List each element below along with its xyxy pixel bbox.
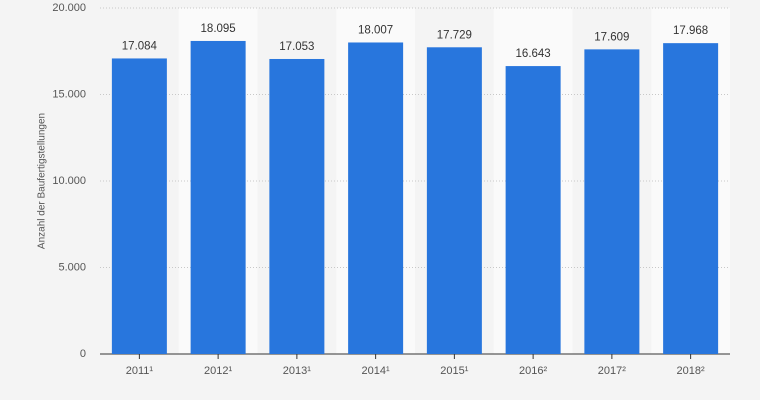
value-label: 17.053 — [279, 41, 314, 53]
bar — [111, 58, 167, 354]
y-tick-label: 5.000 — [58, 261, 86, 273]
value-label: 16.643 — [516, 48, 551, 60]
y-tick-label: 0 — [80, 348, 86, 360]
value-label: 17.609 — [594, 31, 629, 43]
x-tick-label: 2016² — [519, 365, 547, 377]
x-tick-label: 2013¹ — [283, 365, 311, 377]
value-label: 18.095 — [201, 23, 236, 35]
y-tick-label: 15.000 — [52, 88, 86, 100]
bar — [663, 43, 719, 355]
bar — [426, 47, 482, 354]
x-tick-label: 2017² — [598, 365, 626, 377]
value-label: 18.007 — [358, 25, 393, 37]
x-tick-label: 2014¹ — [362, 365, 390, 377]
x-tick-label: 2011¹ — [126, 365, 154, 377]
value-label: 17.729 — [437, 29, 472, 41]
y-tick-label: 20.000 — [52, 2, 86, 14]
x-tick-label: 2012¹ — [204, 365, 232, 377]
value-label: 17.968 — [673, 25, 708, 37]
x-tick-label: 2015¹ — [440, 365, 468, 377]
value-label: 17.084 — [122, 40, 158, 52]
bar — [269, 58, 325, 355]
bar — [505, 66, 561, 354]
y-axis-label: Anzahl der Baufertigstellungen — [37, 113, 48, 249]
bar — [348, 42, 404, 354]
x-tick-label: 2018² — [677, 365, 705, 377]
y-tick-label: 10.000 — [52, 175, 86, 187]
bar — [584, 49, 640, 355]
bar — [190, 40, 246, 354]
